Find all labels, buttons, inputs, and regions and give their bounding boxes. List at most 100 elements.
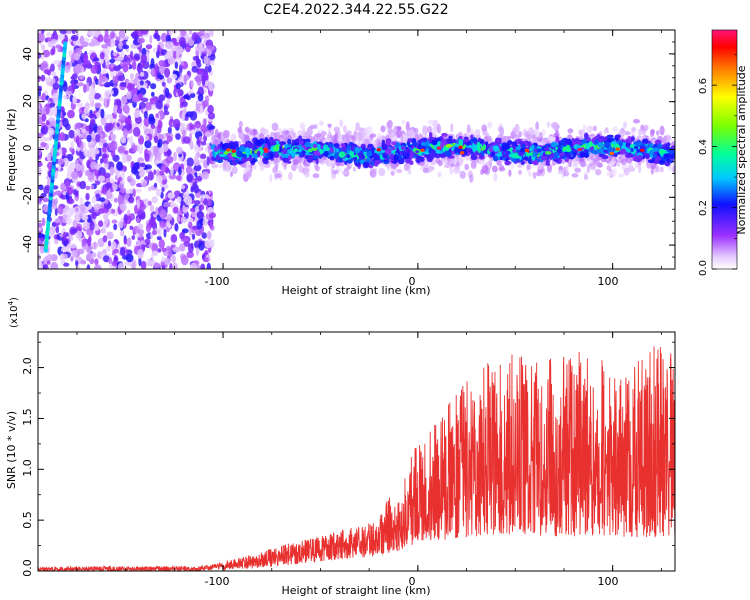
heatmap-cell — [581, 147, 585, 151]
heatmap-cell — [75, 186, 81, 191]
heatmap-cell — [107, 34, 111, 40]
heatmap-cell — [140, 30, 149, 35]
heatmap-cell — [138, 144, 144, 154]
heatmap-cell — [65, 217, 72, 225]
heatmap-cell — [579, 151, 586, 158]
heatmap-cell — [108, 144, 117, 152]
heatmap-cell — [93, 123, 98, 134]
heatmap-cell — [172, 118, 181, 129]
heatmap-cell — [593, 125, 597, 132]
heatmap-cell — [118, 30, 126, 38]
heatmap-cell — [140, 97, 149, 103]
heatmap-cell — [169, 262, 173, 269]
heatmap-cell — [207, 198, 212, 206]
heatmap-cell — [85, 185, 91, 190]
heatmap-cell — [72, 95, 77, 105]
heatmap-cell — [539, 160, 545, 169]
heatmap-cell — [126, 188, 134, 195]
heatmap-cell — [365, 126, 373, 135]
heatmap-cell — [176, 196, 182, 204]
heatmap-cell — [122, 44, 130, 50]
heatmap-cell — [136, 217, 140, 223]
heatmap-cell — [627, 162, 634, 171]
heatmap-cell — [75, 135, 80, 145]
heatmap-cell — [136, 65, 141, 72]
heatmap-cell — [174, 61, 179, 69]
heatmap-cell — [54, 197, 59, 205]
heatmap-cell — [269, 174, 273, 183]
heatmap-cell — [118, 183, 125, 189]
heatmap-cell — [449, 165, 454, 175]
heatmap-cell — [352, 166, 356, 172]
heatmap-cell — [79, 35, 85, 45]
heatmap-cell — [129, 73, 135, 80]
heatmap-cell — [343, 125, 347, 133]
heatmap-cell — [112, 75, 116, 84]
heatmap-cell — [207, 230, 212, 240]
heatmap-cell — [161, 256, 166, 263]
heatmap-cell — [110, 63, 115, 68]
heatmap-cell — [313, 134, 319, 144]
heatmap-cell — [183, 116, 189, 121]
heatmap-cell — [416, 158, 421, 164]
heatmap-cell — [518, 141, 525, 145]
heatmap-cell — [512, 127, 517, 135]
heatmap-cell — [97, 175, 106, 182]
heatmap-cell — [161, 264, 165, 269]
heatmap-cell — [41, 217, 46, 227]
heatmap-cell — [95, 78, 99, 85]
heatmap-cell — [156, 72, 162, 79]
heatmap-cell — [141, 244, 146, 250]
heatmap-cell — [574, 167, 582, 173]
heatmap-cell — [122, 104, 130, 114]
heatmap-cell — [147, 171, 154, 181]
heatmap-cell — [180, 255, 189, 266]
heatmap-cell — [595, 161, 603, 168]
heatmap-cell — [206, 262, 211, 269]
heatmap-cell — [93, 225, 100, 231]
heatmap-cell — [659, 125, 665, 136]
heatmap-cell — [167, 192, 175, 199]
heatmap-cell — [157, 119, 163, 129]
heatmap-cell — [329, 161, 335, 168]
heatmap-cell — [91, 195, 97, 204]
heatmap-cell — [138, 167, 145, 178]
heatmap-cell — [369, 168, 377, 178]
heatmap-cell — [203, 160, 207, 169]
heatmap-cell — [131, 60, 137, 70]
heatmap-cell — [165, 50, 174, 59]
heatmap-cell — [90, 64, 98, 74]
heatmap-cell — [51, 71, 57, 76]
heatmap-cell — [190, 92, 196, 99]
heatmap-cell — [90, 184, 95, 190]
heatmap-cell — [312, 173, 320, 179]
heatmap-cell — [181, 184, 186, 190]
heatmap-cell — [414, 127, 419, 135]
heatmap-cell — [66, 30, 72, 34]
heatmap-cell — [317, 157, 324, 164]
heatmap-cell — [396, 126, 402, 131]
heatmap-cell — [111, 87, 119, 97]
heatmap-cell — [162, 140, 170, 146]
heatmap-cell — [170, 234, 178, 243]
heatmap-cell — [54, 218, 61, 224]
heatmap-cell — [319, 120, 324, 126]
heatmap-cell — [672, 165, 675, 175]
heatmap-cell — [102, 235, 108, 243]
heatmap-cell — [144, 164, 152, 170]
heatmap-cell — [253, 128, 258, 136]
heatmap-cell — [481, 124, 488, 132]
heatmap-cell — [86, 264, 91, 269]
heatmap-cell — [55, 225, 60, 234]
heatmap-cell — [70, 256, 74, 262]
heatmap-cell — [396, 168, 403, 174]
heatmap-cell — [194, 144, 199, 150]
heatmap-cell — [118, 220, 124, 229]
heatmap-cell — [146, 105, 152, 111]
heatmap-cell — [117, 145, 126, 154]
heatmap-cell — [146, 258, 153, 267]
heatmap-cell — [514, 146, 521, 151]
heatmap-cell — [180, 30, 187, 37]
heatmap-cell — [161, 187, 165, 193]
heatmap-cell — [637, 128, 643, 136]
